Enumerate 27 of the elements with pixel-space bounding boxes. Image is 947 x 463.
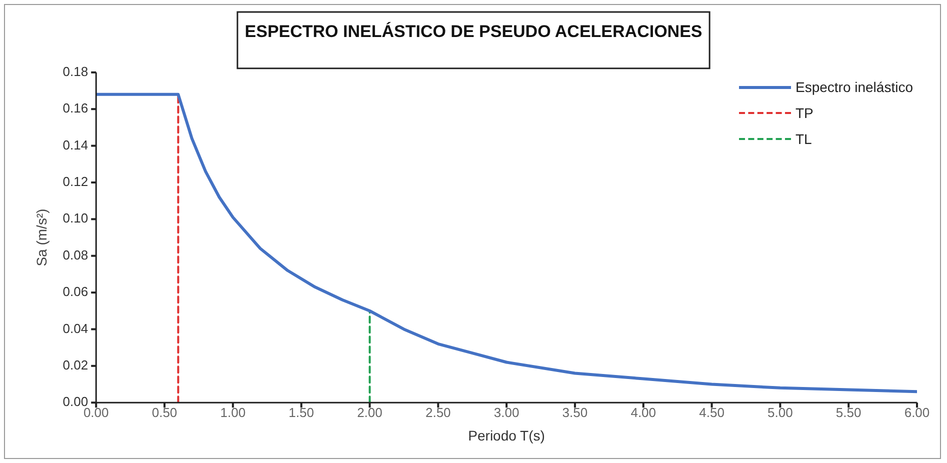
y-tick-label: 0.02 [62,357,88,372]
y-tick-label: 0.12 [62,174,88,190]
x-tick-label: 1.50 [288,404,314,420]
x-tick-label: 2.00 [357,404,382,420]
y-tick-label: 0.18 [62,64,88,79]
y-axis-title: Sa (m/s²) [33,208,50,266]
x-axis-title: Periodo T(s) [468,427,545,444]
y-tick-label: 0.06 [62,284,88,300]
y-tick-label: 0.14 [62,137,88,152]
y-tick-label: 0.08 [62,247,88,262]
x-tick-label: 3.50 [562,404,588,420]
legend-label: TL [795,131,812,148]
x-tick-label: 2.50 [425,404,451,420]
x-tick-label: 1.00 [220,404,246,420]
y-tick-label: 0.04 [62,320,88,336]
x-tick-label: 0.50 [152,404,178,420]
y-tick-label: 0.10 [62,210,88,226]
y-tick-label: 0.16 [62,100,88,116]
x-tick-label: 5.00 [768,404,793,420]
x-tick-label: 6.00 [904,404,930,420]
x-tick-label: 5.50 [836,404,862,420]
x-tick-label: 3.00 [494,404,520,420]
x-tick-label: 4.00 [630,404,656,420]
x-tick-label: 4.50 [699,404,724,420]
chart-title: ESPECTRO INELÁSTICO DE PSEUDO ACELERACIONES [244,20,702,41]
legend-label: Espectro inelástico [795,79,913,96]
legend-label: TP [795,105,814,122]
